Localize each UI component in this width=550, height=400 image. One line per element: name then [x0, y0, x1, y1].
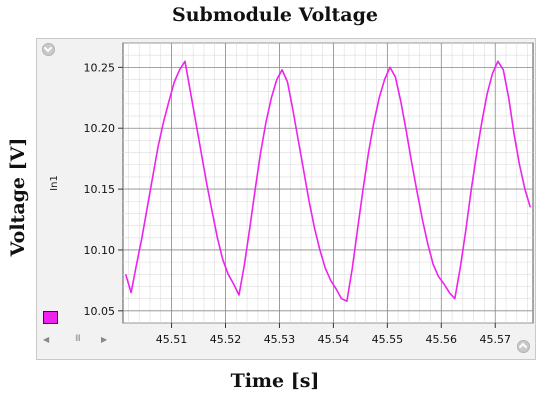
x-tick-label: 45.51	[156, 333, 188, 346]
x-axis-title: Time [s]	[230, 370, 320, 392]
y-axis-title: Voltage [V]	[7, 137, 29, 257]
y-axis-title-wrap: Voltage [V]	[6, 72, 30, 322]
x-tick-label: 45.57	[479, 333, 511, 346]
y-tick-label: 10.25	[84, 61, 116, 74]
chevron-down-icon[interactable]	[517, 340, 530, 353]
x-tick-label: 45.56	[426, 333, 458, 346]
grip-icon[interactable]: III	[75, 334, 81, 344]
series-name-label: In1	[49, 175, 60, 191]
scope-panel: 45.51 45.52 45.53 45.54 45.55 45.56 45.57 10.05…	[36, 38, 536, 360]
arrow-right-icon[interactable]: ▶	[101, 335, 108, 344]
y-tick-label: 10.10	[84, 244, 116, 257]
arrow-left-icon[interactable]: ◀	[43, 335, 50, 344]
y-tick-label: 10.15	[84, 183, 116, 196]
chart-title: Submodule Voltage	[172, 4, 378, 26]
x-tick-label: 45.55	[372, 333, 404, 346]
y-tick-label: 10.05	[84, 305, 116, 318]
x-tick-label: 45.53	[264, 333, 296, 346]
legend-swatch-in1[interactable]	[43, 311, 58, 324]
x-tick-label: 45.52	[210, 333, 242, 346]
chevron-up-icon[interactable]	[42, 43, 55, 56]
plot-background	[122, 42, 534, 324]
x-tick-label: 45.54	[318, 333, 350, 346]
plot-area: 45.51 45.52 45.53 45.54 45.55 45.56 45.57 10.05…	[49, 42, 534, 346]
series-line-in1	[124, 60, 532, 302]
y-tick-label: 10.20	[84, 122, 116, 135]
